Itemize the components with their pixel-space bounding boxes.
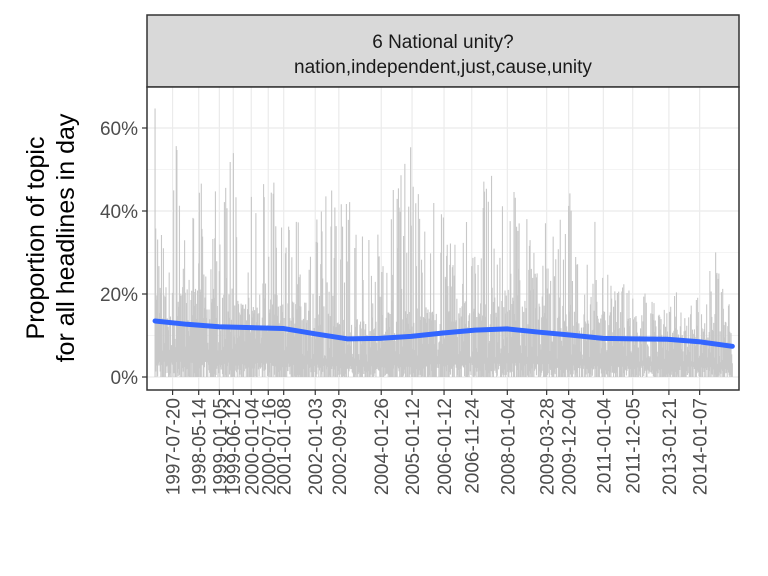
y-axis: 0% 20% 40% 60% [100,119,147,389]
x-tick-label: 2011-01-04 [594,398,615,494]
x-tick-label: 2009-12-04 [560,398,581,496]
facet-strip-title: 6 National unity? [372,32,514,53]
y-tick-label: 60% [100,119,138,140]
y-tick-label: 0% [111,368,139,389]
x-tick-label: 2005-01-12 [403,398,424,495]
x-tick-label: 1999-01-05 [210,398,231,495]
x-tick-label: 1998-05-14 [190,398,211,496]
facet-strip [146,14,740,88]
x-tick-label: 2013-01-21 [660,398,681,495]
x-tick-label: 2006-01-12 [435,398,456,495]
facet-strip-subtitle: nation,independent,just,cause,unity [294,57,592,78]
x-tick-label: 2008-01-04 [498,398,519,496]
raw-daily-series [154,108,733,377]
y-tick-label: 40% [100,202,138,223]
x-tick-label: 2000-01-04 [242,398,263,496]
x-tick-label: 2014-01-07 [691,398,712,495]
x-tick-label: 2006-11-24 [463,398,484,494]
y-tick-label: 20% [100,285,138,306]
y-axis-title-line1: Proportion of topic [22,137,50,340]
x-axis: 1997-07-20 1998-05-14 1999-01-051999-06-12… [164,390,712,495]
trend-line [152,318,735,349]
x-tick-label: 1999-06-12 [224,398,245,495]
y-axis-title-line2: for all headlines in day [52,113,80,362]
x-tick-label: 1997-07-20 [164,398,185,495]
raw-series-layer [154,108,733,377]
x-tick-label: 2011-12-05 [624,398,645,494]
trend-series-layer [152,318,735,349]
plot-border [146,86,740,391]
x-tick-label: 2002-01-03 [306,398,327,495]
x-tick-label: 2004-01-26 [372,398,393,495]
x-tick-label: 2009-03-28 [538,398,559,495]
x-tick-label: 2002-09-29 [330,398,351,495]
x-tick-label: 2000-07-16 [259,398,280,495]
x-tick-label: 2001-01-08 [275,398,296,495]
